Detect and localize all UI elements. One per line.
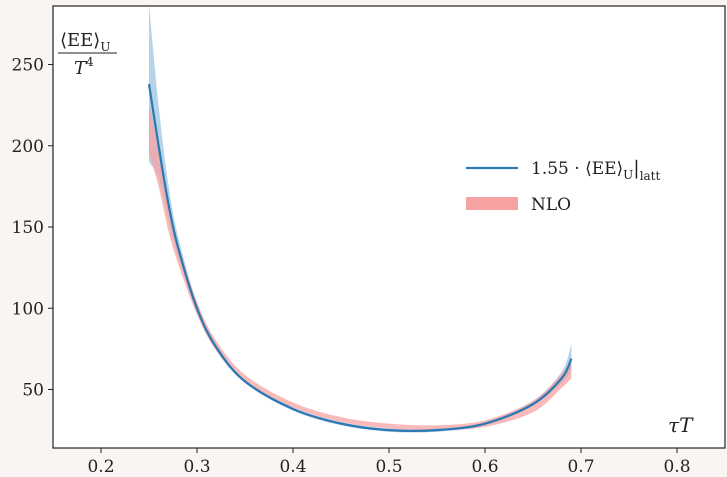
line-latt bbox=[147, 83, 573, 433]
y-tick-label: 150 bbox=[12, 218, 44, 238]
y-axis-label: ⟨EE⟩U T4 bbox=[58, 30, 117, 79]
y-tick-label: 250 bbox=[12, 56, 44, 76]
legend-label-nlo: NLO bbox=[531, 195, 571, 215]
legend-label-latt-bar: | bbox=[633, 157, 639, 179]
ylabel-numerator-sub: U bbox=[100, 40, 110, 54]
legend-swatch-nlo bbox=[466, 197, 518, 210]
x-tick-label: 0.6 bbox=[471, 457, 498, 477]
x-tick-label: 0.5 bbox=[375, 457, 402, 477]
legend-label-latt: 1.55 · ⟨EE⟩ bbox=[531, 159, 623, 179]
x-tick-label: 0.8 bbox=[663, 457, 690, 477]
y-axis: 50 100 150 200 250 bbox=[12, 56, 53, 401]
lines-layer bbox=[147, 83, 573, 433]
legend: 1.55 · ⟨EE⟩U|latt NLO bbox=[466, 157, 661, 215]
plot-area bbox=[52, 5, 726, 449]
x-tick-label: 0.4 bbox=[279, 457, 306, 477]
ylabel-denominator: T bbox=[74, 58, 88, 79]
x-tick-label: 0.7 bbox=[567, 457, 594, 477]
y-tick-label: 50 bbox=[22, 381, 44, 401]
x-axis: 0.2 0.3 0.4 0.5 0.6 0.7 0.8 bbox=[87, 448, 691, 477]
x-axis-label: τT bbox=[668, 413, 694, 437]
ylabel-denominator-sup: 4 bbox=[86, 55, 94, 69]
svg-text:1.55 · ⟨EE⟩U|latt: 1.55 · ⟨EE⟩U|latt bbox=[531, 157, 661, 183]
legend-label-latt-sub2: latt bbox=[640, 169, 661, 183]
x-tick-label: 0.3 bbox=[183, 457, 210, 477]
svg-text:⟨EE⟩U: ⟨EE⟩U bbox=[60, 30, 110, 54]
legend-label-latt-sub: U bbox=[623, 168, 633, 182]
y-tick-label: 200 bbox=[12, 137, 44, 157]
ylabel-numerator: ⟨EE⟩ bbox=[60, 30, 100, 51]
x-tick-label: 0.2 bbox=[87, 457, 114, 477]
svg-text:T4: T4 bbox=[74, 55, 94, 79]
y-tick-label: 100 bbox=[12, 299, 44, 319]
